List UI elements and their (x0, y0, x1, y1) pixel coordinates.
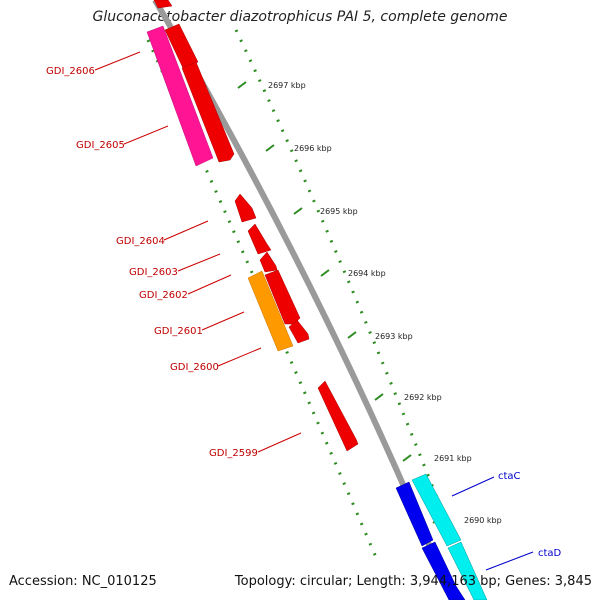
leader-line (163, 220, 209, 241)
kbp-tick (320, 269, 330, 277)
kbp-tick (402, 454, 412, 462)
kbp-tick (237, 81, 247, 89)
gene-feature[interactable] (153, 0, 173, 9)
gene-label: GDI_2606 (46, 66, 95, 77)
gene-label: GDI_2602 (139, 290, 188, 301)
leader-line (485, 551, 534, 571)
leader-line (217, 347, 262, 367)
leader-line (187, 274, 232, 295)
leader-line (257, 432, 302, 453)
gene-label: GDI_2600 (170, 362, 219, 373)
map-title: Gluconacetobacter diazotrophicus PAI 5, … (92, 9, 508, 25)
gene-feature-ctac-reverse[interactable] (395, 481, 434, 547)
kbp-tick (374, 393, 384, 401)
topology-text: Topology: circular; Length: 3,944,163 bp… (234, 574, 592, 589)
gene-feature-gdi-2603[interactable] (247, 223, 272, 255)
leader-line (177, 253, 221, 272)
gene-label: GDI_2605 (76, 140, 125, 151)
label-leader-lines-blue (451, 476, 534, 571)
leader-line (123, 125, 169, 145)
leader-line (451, 476, 495, 497)
kbp-label: 2692 kbp (404, 393, 442, 402)
kbp-tick (293, 207, 303, 215)
gene-label: GDI_2603 (129, 267, 178, 278)
gene-feature-ctad[interactable] (447, 541, 488, 600)
kbp-label: 2696 kbp (294, 144, 332, 153)
kbp-tick (265, 144, 275, 152)
gene-label: GDI_2604 (116, 236, 165, 247)
kbp-label: 2697 kbp (268, 81, 306, 90)
kbp-label: 2691 kbp (434, 454, 472, 463)
kbp-label: 2694 kbp (348, 269, 386, 278)
accession-text: Accession: NC_010125 (9, 574, 157, 589)
gene-feature-gdi-2605[interactable] (181, 61, 235, 163)
gene-feature-gdi-2599[interactable] (317, 380, 359, 452)
gene-feature-ctad-reverse[interactable] (421, 541, 466, 600)
gene-label: GDI_2599 (209, 448, 258, 459)
leader-line (94, 51, 141, 71)
gene-feature-gdi-2601[interactable] (288, 319, 310, 344)
gene-feature-ctac[interactable] (411, 473, 462, 547)
kbp-tick (347, 331, 357, 339)
label-leader-lines (94, 51, 302, 453)
leader-line (201, 311, 245, 331)
gene-feature[interactable] (259, 251, 278, 273)
gene-label: GDI_2601 (154, 326, 203, 337)
gene-feature-gdi-2606[interactable] (146, 25, 214, 167)
gene-feature[interactable] (164, 23, 199, 69)
gene-label: ctaC (498, 471, 521, 482)
kbp-label: 2693 kbp (375, 332, 413, 341)
gene-label: ctaD (538, 548, 562, 559)
kbp-label: 2690 kbp (464, 516, 502, 525)
gene-feature-gdi-2604[interactable] (234, 193, 257, 223)
gene-feature-gdi-2600[interactable] (247, 270, 294, 352)
kbp-label: 2695 kbp (320, 207, 358, 216)
